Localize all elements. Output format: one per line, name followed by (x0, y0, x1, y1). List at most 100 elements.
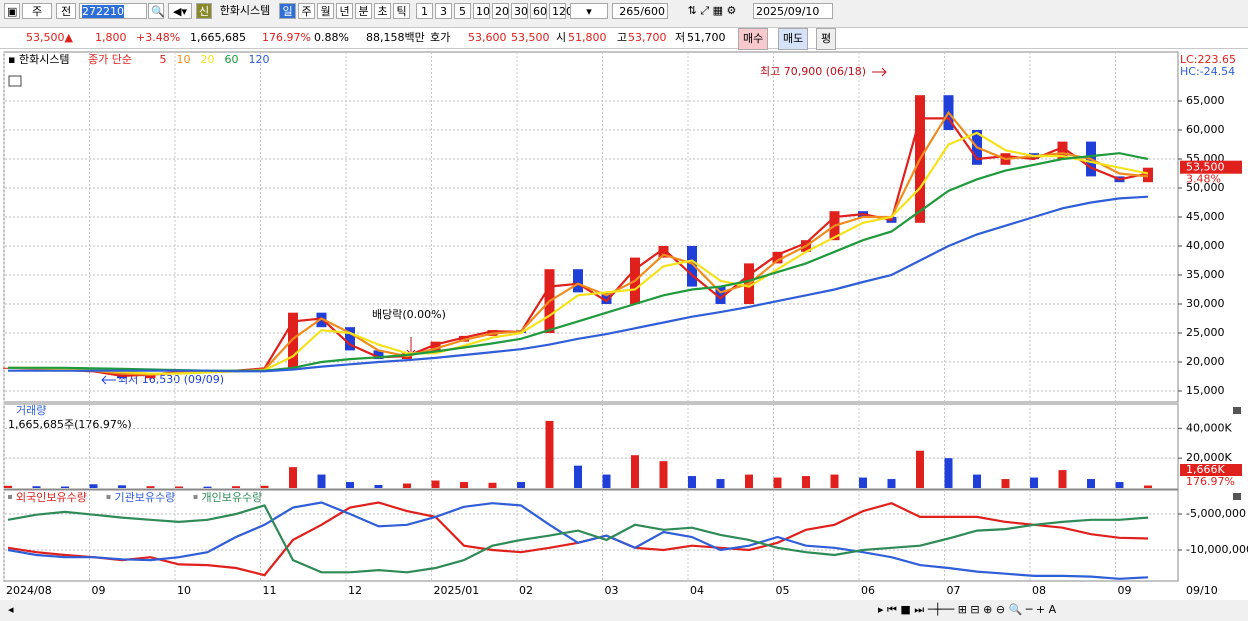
volume-bar (317, 474, 326, 488)
low-annotation: 최저 16,530 (09/09) (118, 373, 224, 386)
y-tick-label: 40,000K (1186, 421, 1232, 434)
volume-bar (346, 482, 354, 488)
y-tick-label: 50,000 (1186, 181, 1225, 194)
x-tick-label: 2024/08 (6, 584, 52, 597)
legend-swatch (106, 495, 111, 499)
x-tick-label: 12 (348, 584, 362, 597)
close-icon[interactable] (1233, 493, 1241, 500)
prev-button[interactable]: 전 (56, 3, 76, 19)
x-tick-label: 07 (947, 584, 961, 597)
volume-bar (773, 477, 782, 488)
volume-bar (431, 480, 440, 488)
candle (345, 327, 355, 351)
candle (658, 245, 669, 258)
interval-button[interactable]: 60 (530, 3, 547, 19)
interval-button[interactable]: 120 (549, 3, 573, 19)
y-tick-label: -5,000,000 (1186, 507, 1246, 520)
y-tick-label: 35,000 (1186, 268, 1225, 281)
dropdown[interactable]: ▾ (570, 3, 608, 19)
x-tick-label: 10 (177, 584, 191, 597)
y-tick-label: 20,000K (1186, 451, 1232, 464)
legend-entry: 5 (160, 53, 167, 66)
x-tick-label: 06 (861, 584, 875, 597)
x-tick-label: 05 (776, 584, 790, 597)
legend-entry: 기관보유수량 (115, 491, 176, 504)
y-tick-label: -10,000,000 (1186, 543, 1248, 556)
close-icon[interactable] (1233, 407, 1241, 414)
sell-button[interactable]: 매도 (778, 28, 809, 50)
candle (1057, 141, 1068, 160)
x-tick-label: 2025/01 (434, 584, 480, 597)
scroll-controls[interactable]: ▸ ⏮ ■ ⏭ ─┼── ⊞ ⊟ ⊕ ⊖ 🔍 ─ + A (878, 602, 1057, 616)
interval-button[interactable]: 30 (511, 3, 528, 19)
interval-button[interactable]: 1 (416, 3, 433, 19)
y-tick-label: 40,000 (1186, 239, 1225, 252)
volume-bar (944, 458, 953, 488)
chart: ◂ ▸ ⏮ ■ ⏭ ─┼── ⊞ ⊟ ⊕ ⊖ 🔍 ─ + A LC:223.65… (0, 51, 1248, 621)
search-button[interactable]: 🔍 (148, 3, 165, 19)
low-label: 저 (675, 31, 686, 44)
interval-button[interactable]: 10 (473, 3, 490, 19)
interval-button[interactable]: 초 (374, 3, 391, 19)
arrow (101, 375, 116, 385)
amount: 88,158백만 (366, 31, 425, 44)
interval-button[interactable]: 5 (454, 3, 471, 19)
last-volume-label: 1,666K (1186, 463, 1225, 476)
date-input[interactable]: 2025/09/10 (753, 3, 833, 19)
high-label: 고 (617, 31, 628, 44)
volume-bar (1058, 470, 1067, 488)
x-tick-label: 09 (92, 584, 106, 597)
volume-bar (61, 486, 69, 488)
interval-button[interactable]: 월 (317, 3, 334, 19)
candle (1143, 167, 1153, 183)
icon[interactable]: ▣ (4, 3, 20, 19)
volume-bar (1115, 482, 1124, 488)
high: 53,700 (628, 31, 667, 44)
interval-button[interactable]: 년 (336, 3, 353, 19)
last-change-label: 3.48% (1186, 173, 1221, 186)
volume-bar (32, 486, 41, 488)
interval-button[interactable]: 일 (279, 3, 296, 19)
volume-bar (146, 486, 155, 488)
scrollbar[interactable] (0, 600, 1248, 621)
volume-bar (631, 455, 639, 488)
last-price-box (1180, 160, 1242, 174)
y-tick-label: 25,000 (1186, 326, 1225, 339)
candle (573, 269, 583, 293)
low: 51,700 (687, 31, 726, 44)
lc-label: LC:223.65 (1180, 53, 1236, 66)
sound-button[interactable]: ◀▾ (168, 3, 192, 19)
open-label: 시 (556, 31, 567, 44)
volume-bar (203, 486, 212, 488)
y-tick-label: 65,000 (1186, 94, 1225, 107)
x-tick-label: 11 (263, 584, 277, 597)
volume-bar (1087, 479, 1095, 488)
volume-bar (374, 485, 383, 488)
volume-bar (460, 482, 468, 488)
tool-icons[interactable]: ⇅ ⤢ ▦ ⚙ (687, 4, 737, 17)
eval-button[interactable]: 평 (816, 28, 837, 50)
volume-bar (1030, 477, 1038, 488)
code-input[interactable]: 272210 (79, 3, 147, 19)
interval-button[interactable]: 20 (492, 3, 509, 19)
period-select[interactable]: 주 (22, 3, 52, 19)
price-panel (3, 51, 1179, 403)
interval-button[interactable]: 분 (355, 3, 372, 19)
legend-entry: 60 (225, 53, 239, 66)
arrow (872, 67, 887, 77)
table-icon[interactable] (8, 75, 22, 87)
interval-button[interactable]: 틱 (393, 3, 410, 19)
candle (687, 245, 697, 287)
interval-button[interactable]: 주 (298, 3, 315, 19)
x-tick-label: 09 (1118, 584, 1132, 597)
count[interactable]: 265/600 (612, 3, 668, 19)
interval-button[interactable]: 3 (435, 3, 452, 19)
x-tick-label: 08 (1032, 584, 1046, 597)
buy-button[interactable]: 매수 (738, 28, 769, 50)
x-tick-label: 03 (605, 584, 619, 597)
scroll-left[interactable]: ◂ (8, 603, 14, 616)
volume: 1,665,685 (190, 31, 246, 44)
volume-bar (4, 485, 12, 488)
volume-bar (802, 476, 810, 488)
candle (715, 286, 726, 304)
